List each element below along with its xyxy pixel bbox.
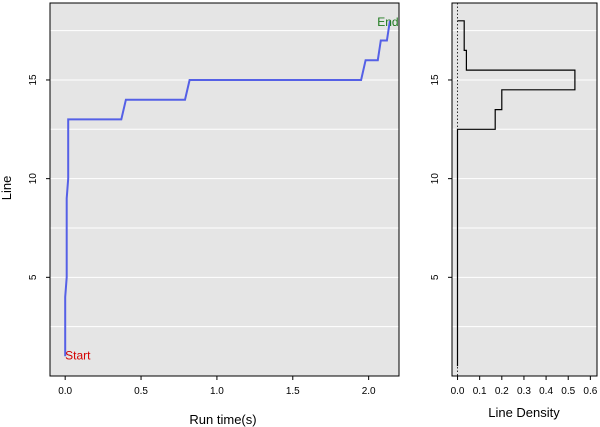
x-tick-label: 0.0 xyxy=(58,386,72,397)
y-tick-label: 10 xyxy=(430,173,441,185)
y-tick-label: 5 xyxy=(430,274,441,280)
density-x-axis-title: Line Density xyxy=(488,405,560,420)
y-tick-label: 15 xyxy=(28,74,39,86)
x-tick-label: 0.1 xyxy=(473,386,487,397)
x-tick-label: 0.0 xyxy=(451,386,465,397)
main-y-axis-title: Line xyxy=(0,176,14,201)
start-label: Start xyxy=(65,348,91,362)
x-tick-label: 2.0 xyxy=(362,386,376,397)
line-progress-series xyxy=(64,20,391,357)
main-x-axis-title: Run time(s) xyxy=(189,412,256,427)
x-tick-label: 0.4 xyxy=(539,386,553,397)
x-tick-label: 0.6 xyxy=(583,386,597,397)
x-tick-label: 1.5 xyxy=(286,386,300,397)
y-tick-label: 5 xyxy=(28,274,39,280)
panel-background xyxy=(452,3,597,376)
y-tick-label: 10 xyxy=(28,173,39,185)
x-tick-label: 0.5 xyxy=(561,386,575,397)
x-tick-label: 0.5 xyxy=(134,386,148,397)
line-density-series xyxy=(456,20,576,367)
x-tick-label: 0.2 xyxy=(495,386,509,397)
line-density-panel: 0.0 0.1 0.2 0.3 0.4 0.5 0.6 5 10 15 xyxy=(430,2,598,397)
run-time-panel: 0.0 0.5 1.0 1.5 2.0 5 10 15 Start End xyxy=(28,2,400,397)
x-tick-label: 1.0 xyxy=(210,386,224,397)
y-tick-label: 15 xyxy=(430,74,441,86)
end-label: End xyxy=(377,15,398,29)
panel-background xyxy=(50,3,399,376)
x-tick-label: 0.3 xyxy=(517,386,531,397)
panel-border xyxy=(451,2,598,377)
panel-border xyxy=(49,2,400,377)
